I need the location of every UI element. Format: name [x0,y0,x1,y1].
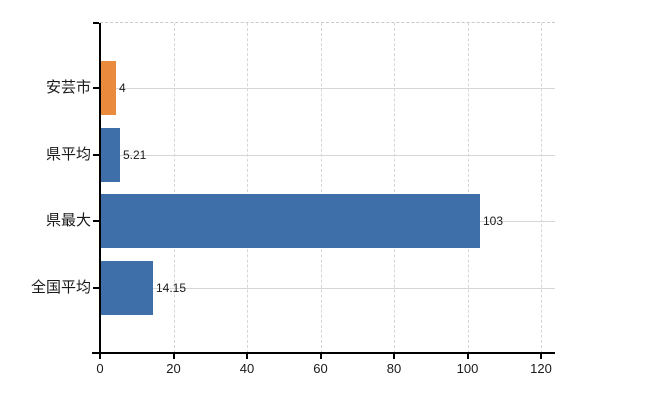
gridline-vertical [394,23,395,353]
category-label-県最大: 県最大 [45,212,91,229]
x-axis-tick-label: 0 [96,361,104,376]
bar-value-label: 5.21 [123,148,147,162]
bar-value-label: 14.15 [156,281,187,295]
y-axis-tick [93,22,99,24]
bar-安芸市 [101,61,116,115]
gridline-horizontal [100,88,555,89]
gridline-horizontal [100,154,555,156]
x-axis-tick [393,354,395,359]
x-axis-tick-label: 60 [313,361,328,376]
y-axis-tick [93,87,99,89]
bar-県平均 [101,128,120,182]
y-axis-tick [93,286,99,289]
gridline-vertical [541,23,542,353]
bar-value-label: 4 [119,81,126,95]
bar-value-label: 103 [483,214,504,228]
x-axis-tick-label: 40 [239,361,255,376]
gridline-vertical [247,23,248,353]
x-axis-tick [540,354,542,359]
x-axis-tick-label: 80 [386,361,402,376]
x-axis-tick-label: 120 [530,361,552,376]
gridline-vertical [320,23,322,353]
category-label-安芸市: 安芸市 [45,79,91,96]
x-axis-tick [319,354,322,359]
y-axis-line [99,23,101,358]
gridline-vertical [467,23,469,353]
x-axis-tick [99,354,101,359]
gridline-horizontal [100,287,555,289]
bar-全国平均 [101,261,153,315]
x-axis-tick [172,354,175,359]
x-axis-tick [246,354,248,359]
x-axis-line [92,352,555,354]
gridline-vertical [173,23,175,353]
plot-top-border [100,22,555,23]
category-label-全国平均: 全国平均 [30,279,91,296]
x-axis-tick-label: 20 [166,361,181,376]
x-axis-tick-label: 100 [456,361,479,376]
y-axis-tick [93,220,99,222]
category-label-県平均: 県平均 [45,146,91,163]
y-axis-tick [93,153,99,156]
bar-県最大 [101,194,480,248]
x-axis-tick [466,354,469,359]
